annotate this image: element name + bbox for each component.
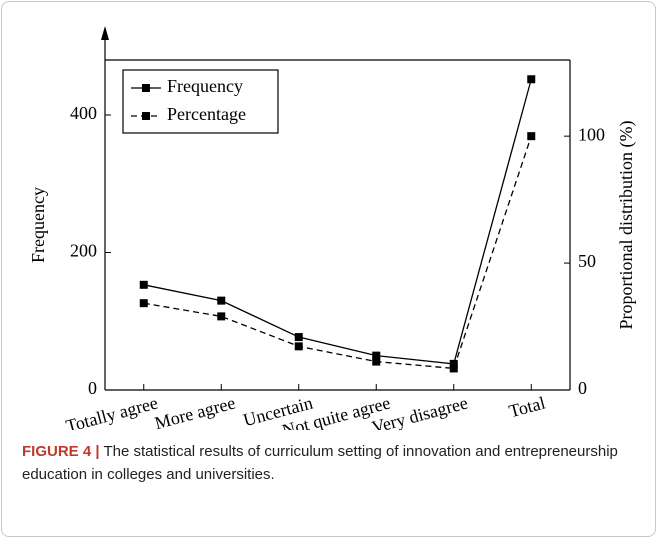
data-point: [372, 351, 381, 360]
legend-label: Frequency: [167, 76, 243, 96]
y-axis-title: Frequency: [28, 187, 48, 263]
y-axis-arrow: [101, 26, 109, 40]
x-tick-label: Total: [507, 393, 548, 422]
data-point: [217, 296, 226, 305]
legend-marker: [142, 84, 150, 92]
data-point: [139, 299, 148, 308]
series-line: [143, 135, 532, 370]
legend-label: Percentage: [167, 104, 246, 124]
data-point: [527, 75, 536, 84]
y2-tick-label: 50: [578, 251, 596, 271]
data-point: [527, 132, 536, 141]
series-line: [143, 79, 532, 365]
y2-tick-label: 0: [578, 378, 587, 398]
data-point: [294, 342, 303, 351]
legend-marker: [142, 112, 150, 120]
data-point: [372, 357, 381, 366]
y2-axis-title: Proportional distribution (%): [616, 121, 637, 330]
legend-box: [122, 69, 279, 134]
x-tick-label: More agree: [153, 393, 238, 430]
data-point: [217, 312, 226, 321]
caption-text: The statistical results of curriculum se…: [22, 443, 618, 483]
y2-tick-label: 100: [578, 124, 605, 144]
caption-label: FIGURE 4 |: [22, 443, 100, 460]
data-point: [449, 359, 458, 368]
y-tick-label: 200: [70, 241, 97, 261]
x-tick-label: Totally agree: [64, 393, 160, 430]
caption: FIGURE 4 | The statistical results of cu…: [22, 440, 632, 486]
data-point: [139, 280, 148, 289]
data-point: [294, 333, 303, 342]
y-tick-label: 0: [88, 378, 97, 398]
data-point: [449, 364, 458, 373]
y-tick-label: 400: [70, 103, 97, 123]
